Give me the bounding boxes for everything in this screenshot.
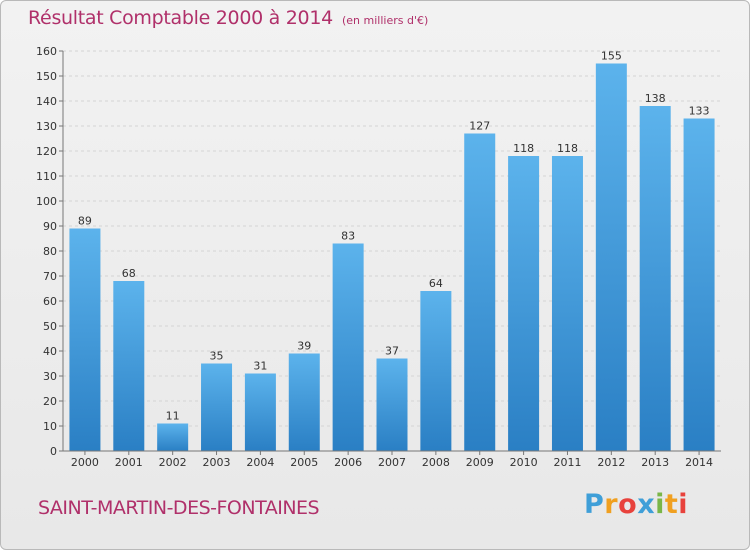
bar — [288, 353, 320, 451]
logo-letter: x — [637, 489, 656, 520]
logo-letter: t — [664, 489, 679, 520]
data-label: 138 — [645, 92, 666, 105]
bar — [376, 358, 408, 451]
logo-letter: i — [655, 489, 665, 520]
y-tick-label: 80 — [43, 245, 57, 258]
y-tick-label: 160 — [36, 45, 57, 58]
data-label: 31 — [253, 360, 267, 373]
x-tick-label: 2012 — [597, 456, 625, 469]
logo-letter: P — [584, 489, 605, 520]
bar — [420, 291, 452, 451]
x-tick-label: 2000 — [71, 456, 99, 469]
x-tick-label: 2006 — [334, 456, 362, 469]
logo-letter: r — [604, 489, 619, 520]
logo-letter: i — [678, 489, 689, 520]
bar — [69, 228, 101, 451]
data-label: 118 — [557, 142, 578, 155]
bar — [244, 373, 276, 451]
bar — [332, 243, 364, 451]
chart-title: Résultat Comptable 2000 à 2014 — [28, 7, 333, 29]
data-label: 118 — [513, 142, 534, 155]
y-tick-label: 120 — [36, 145, 57, 158]
data-label: 11 — [166, 410, 180, 423]
x-tick-label: 2004 — [246, 456, 274, 469]
y-tick-label: 20 — [43, 395, 57, 408]
y-tick-label: 110 — [36, 170, 57, 183]
bar-layer: 89 68 11 35 31 39 83 37 64 127 118 118 155 138 133 — [69, 50, 715, 451]
bar — [595, 63, 627, 451]
data-label: 83 — [341, 230, 355, 243]
y-tick-label: 0 — [50, 445, 57, 458]
bar — [113, 281, 145, 451]
bar — [508, 156, 540, 451]
y-tick-label: 70 — [43, 270, 57, 283]
chart-subtitle: (en milliers d'€) — [342, 14, 429, 27]
x-tick-label: 2013 — [641, 456, 669, 469]
x-tick-label: 2009 — [466, 456, 494, 469]
data-label: 37 — [385, 345, 399, 358]
x-tick-label: 2010 — [510, 456, 538, 469]
data-label: 133 — [689, 105, 710, 118]
data-label: 35 — [210, 350, 224, 363]
data-label: 155 — [601, 50, 622, 63]
bar — [464, 133, 496, 451]
x-tick-label: 2003 — [203, 456, 231, 469]
y-tick-label: 150 — [36, 70, 57, 83]
bar — [639, 106, 671, 451]
y-tick-label: 100 — [36, 195, 57, 208]
axis-layer: 0 10 20 30 40 50 60 70 80 90 100 110 120 130 140 150 160… — [36, 45, 721, 469]
x-tick-label: 2007 — [378, 456, 406, 469]
data-label: 64 — [429, 277, 443, 290]
bar — [201, 363, 233, 451]
proxiti-logo: Proxiti — [584, 489, 688, 520]
y-tick-label: 90 — [43, 220, 57, 233]
y-tick-label: 30 — [43, 370, 57, 383]
x-tick-label: 2008 — [422, 456, 450, 469]
y-tick-label: 140 — [36, 95, 57, 108]
x-tick-label: 2005 — [290, 456, 318, 469]
y-tick-label: 130 — [36, 120, 57, 133]
x-tick-label: 2011 — [553, 456, 581, 469]
x-tick-label: 2002 — [159, 456, 187, 469]
data-label: 68 — [122, 267, 136, 280]
data-label: 39 — [297, 340, 311, 353]
bar — [683, 118, 715, 451]
y-tick-label: 40 — [43, 345, 57, 358]
bar — [157, 423, 189, 451]
x-tick-label: 2014 — [685, 456, 713, 469]
x-tick-label: 2001 — [115, 456, 143, 469]
y-tick-label: 50 — [43, 320, 57, 333]
y-tick-label: 10 — [43, 420, 57, 433]
logo-letter: o — [618, 489, 638, 520]
y-tick-label: 60 — [43, 295, 57, 308]
commune-name: SAINT-MARTIN-DES-FONTAINES — [38, 497, 320, 519]
data-label: 127 — [469, 120, 490, 133]
bar — [551, 156, 583, 451]
data-label: 89 — [78, 215, 92, 228]
